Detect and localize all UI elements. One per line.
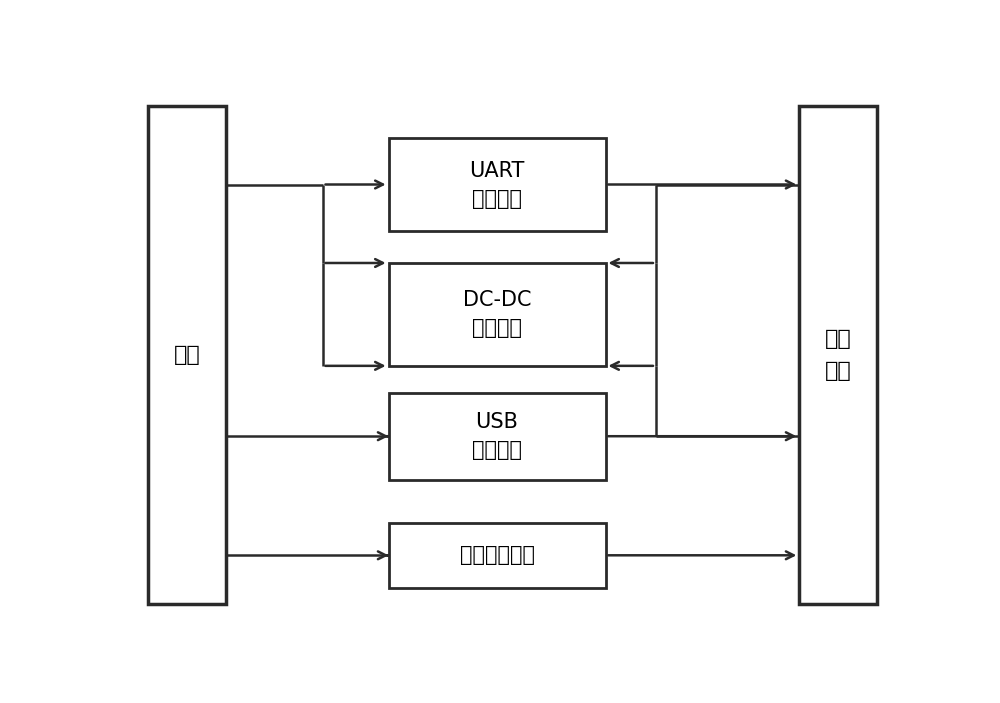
Text: 稳压升压电路: 稳压升压电路: [460, 546, 534, 565]
Bar: [388, 138, 606, 231]
Text: 主机: 主机: [174, 345, 200, 365]
Bar: [799, 106, 877, 604]
Bar: [388, 263, 606, 366]
Bar: [388, 523, 606, 588]
Text: DC-DC
隔离模块: DC-DC 隔离模块: [463, 290, 531, 338]
Text: 外接
设备: 外接 设备: [825, 328, 851, 382]
Bar: [388, 393, 606, 479]
Text: UART
隔离电路: UART 隔离电路: [469, 160, 525, 209]
Text: USB
隔离电路: USB 隔离电路: [472, 412, 522, 460]
Bar: [148, 106, 226, 604]
